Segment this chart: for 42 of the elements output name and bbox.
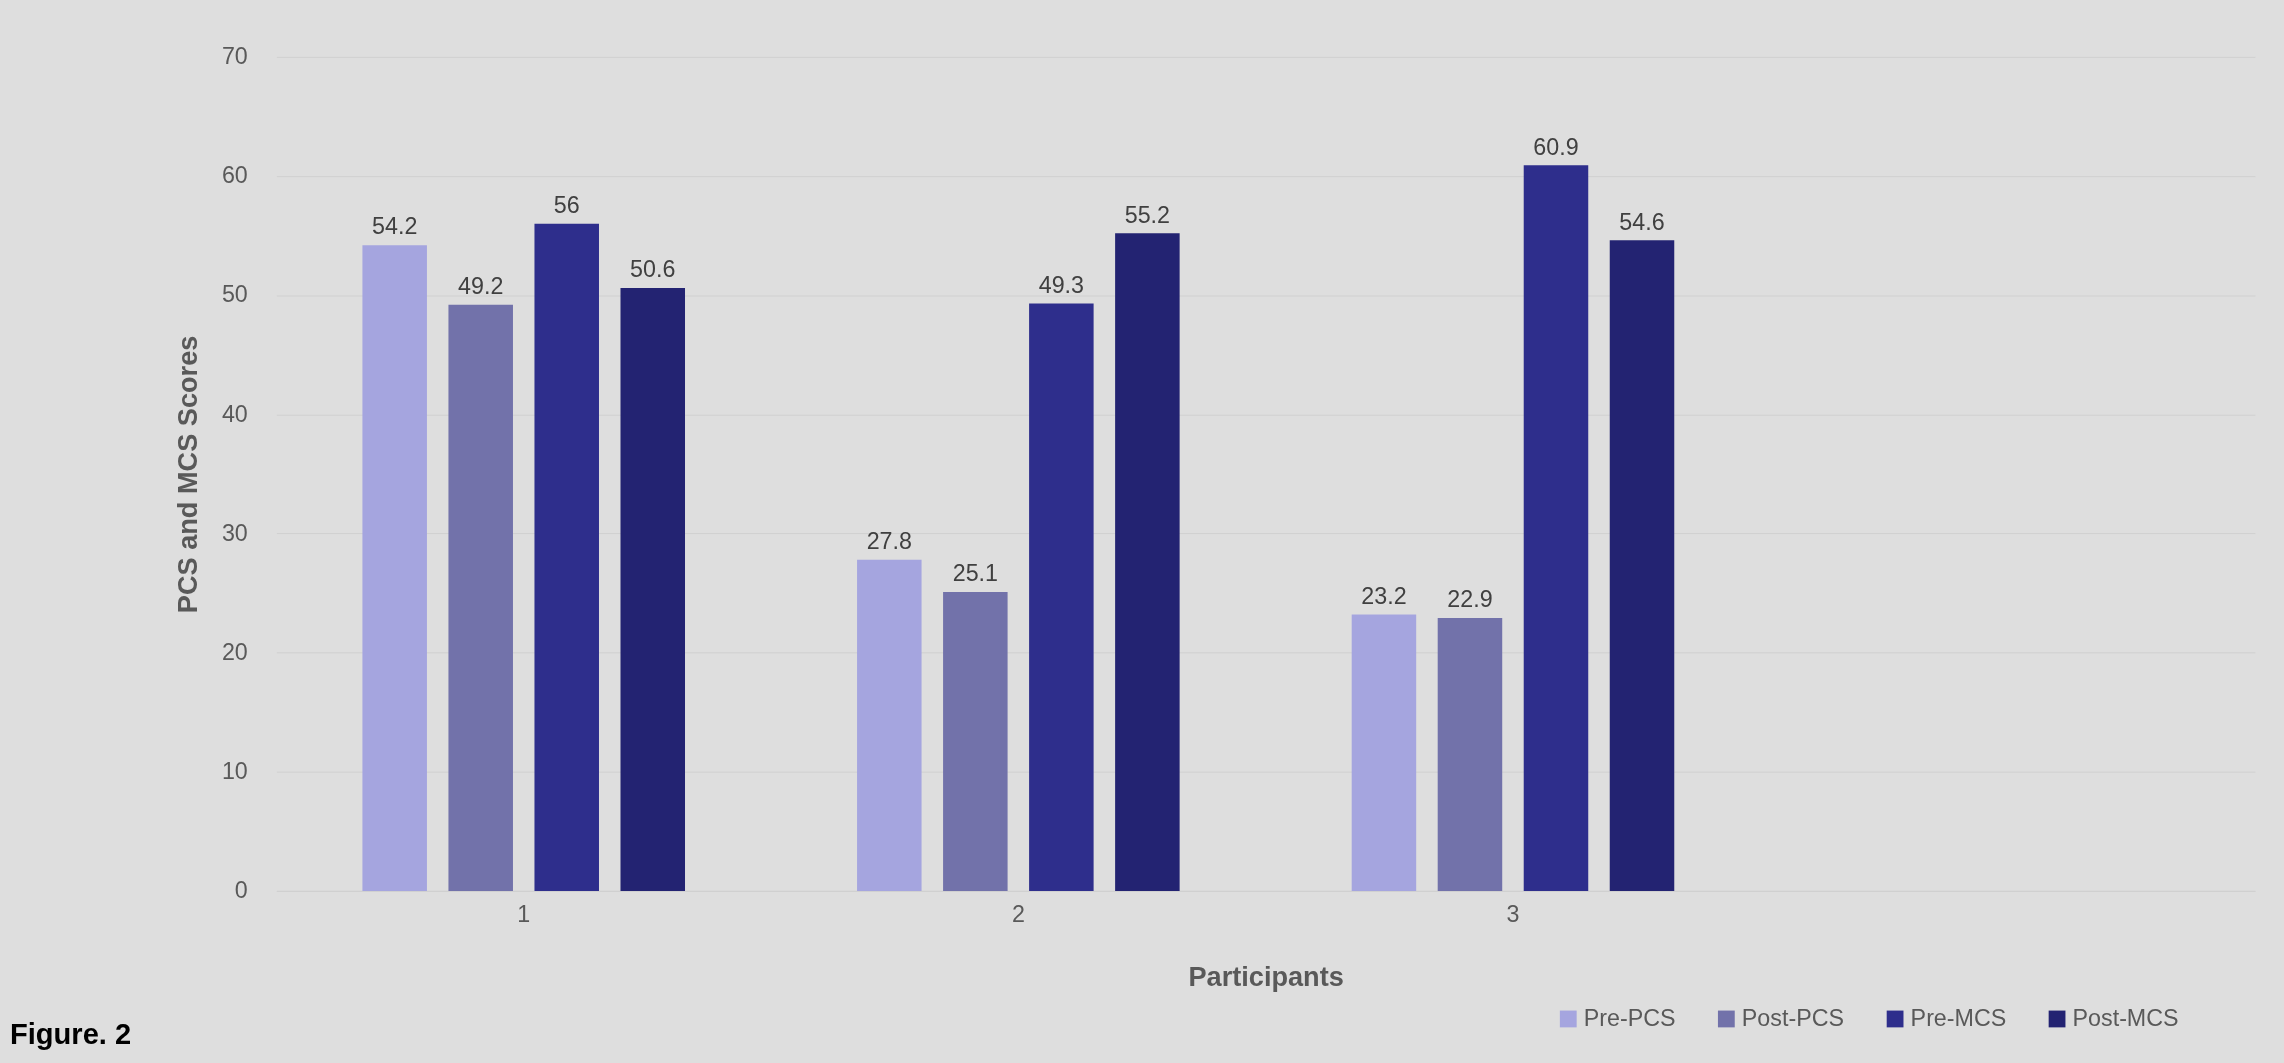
data-label: 25.1	[952, 560, 998, 587]
bar	[1437, 618, 1503, 891]
data-label: 60.9	[1533, 133, 1579, 160]
data-label: 54.6	[1619, 208, 1665, 235]
data-label: 54.2	[372, 213, 418, 240]
y-tick-label: 30	[221, 519, 248, 546]
y-tick-label: 70	[221, 43, 248, 70]
y-tick-label: 50	[221, 281, 248, 308]
bar	[1609, 240, 1675, 891]
bar	[943, 591, 1008, 891]
legend-label: Post-PCS	[1741, 1004, 1844, 1031]
x-tick-label: 1	[517, 900, 531, 927]
bar	[857, 559, 922, 891]
data-label: 27.8	[866, 528, 912, 555]
bar	[1351, 614, 1417, 891]
data-label: 56	[553, 192, 580, 219]
legend-label: Post-MCS	[2072, 1004, 2179, 1031]
y-tick-label: 60	[221, 162, 248, 189]
y-tick-label: 10	[221, 758, 248, 785]
y-tick-label: 40	[221, 400, 248, 427]
bar	[1029, 303, 1094, 891]
text: Figure. 2	[9, 1018, 132, 1051]
x-axis-title: Participants	[1188, 961, 1344, 993]
data-label: 22.9	[1447, 586, 1493, 613]
data-label: 55.2	[1124, 201, 1171, 228]
data-label: 49.2	[458, 273, 504, 300]
data-label: 50.6	[630, 256, 676, 283]
bar	[534, 223, 599, 891]
bar	[362, 245, 427, 891]
bar	[620, 288, 686, 891]
data-label: 23.2	[1361, 582, 1407, 609]
y-tick-label: 0	[234, 877, 248, 904]
x-tick-label: 3	[1506, 900, 1520, 927]
legend-label: Pre-MCS	[1910, 1004, 2007, 1031]
y-tick-label: 20	[221, 638, 248, 665]
x-tick-label: 2	[1011, 900, 1025, 927]
bar	[448, 304, 513, 891]
bar	[1115, 233, 1180, 891]
legend-label: Pre-PCS	[1583, 1004, 1676, 1031]
y-axis-title: PCS and MCS Scores	[171, 335, 203, 614]
bar	[1523, 165, 1589, 891]
data-label: 49.3	[1038, 271, 1084, 298]
